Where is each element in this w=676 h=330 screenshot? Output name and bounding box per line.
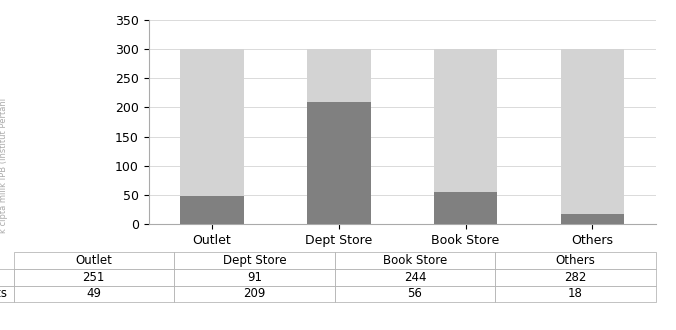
Bar [307, 49, 370, 102]
Text: k cipta milik IPB (Institut Pertani: k cipta milik IPB (Institut Pertani [0, 97, 8, 233]
Bar [434, 49, 498, 192]
Bar [560, 49, 624, 214]
Bar [180, 196, 244, 224]
Bar [180, 49, 244, 196]
Bar [307, 102, 370, 224]
Bar [434, 192, 498, 224]
Bar [560, 214, 624, 224]
